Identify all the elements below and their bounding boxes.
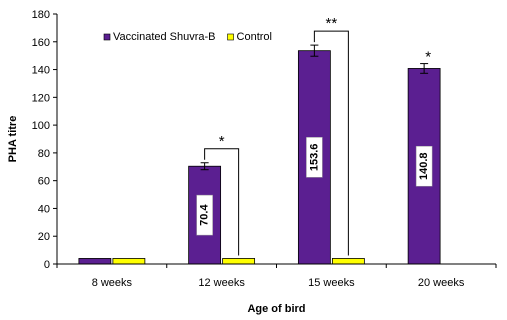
x-tick-label: 20 weeks bbox=[418, 277, 465, 289]
y-tick-label: 0 bbox=[44, 259, 50, 271]
data-label: 153.6 bbox=[308, 144, 320, 172]
y-axis-ticks: 0 20 40 60 80 100 120 140 160 180 bbox=[32, 9, 57, 271]
legend-swatch bbox=[103, 33, 111, 41]
legend-label: Vaccinated Shuvra-B bbox=[113, 31, 216, 43]
y-tick-label: 180 bbox=[32, 9, 50, 21]
y-tick-label: 140 bbox=[32, 65, 50, 77]
x-axis-title: Age of bird bbox=[247, 303, 305, 315]
value-labels: 70.4 153.6 140.8 bbox=[196, 137, 433, 236]
data-label-box bbox=[306, 137, 323, 178]
error-bars bbox=[200, 44, 429, 171]
y-tick-label: 100 bbox=[32, 120, 50, 132]
x-axis-ticks: 8 weeks 12 weeks 15 weeks 20 weeks bbox=[56, 264, 497, 289]
legend-label: Control bbox=[237, 31, 272, 43]
y-tick-label: 60 bbox=[38, 176, 50, 188]
bars bbox=[78, 50, 441, 265]
bar bbox=[112, 258, 146, 265]
significance-bracket bbox=[313, 30, 349, 256]
significance-markers: **** bbox=[204, 15, 431, 256]
significance-label: * bbox=[219, 133, 225, 150]
y-tick-label: 80 bbox=[38, 148, 50, 160]
bar bbox=[331, 258, 365, 265]
y-axis-title: PHA titre bbox=[7, 116, 19, 163]
y-tick-label: 160 bbox=[32, 37, 50, 49]
bar bbox=[78, 258, 112, 265]
legend: Vaccinated Shuvra-B Control bbox=[103, 31, 272, 43]
x-tick-label: 8 weeks bbox=[92, 277, 133, 289]
y-tick-label: 20 bbox=[38, 231, 50, 243]
data-label-box bbox=[196, 194, 213, 236]
significance-label: ** bbox=[326, 15, 338, 32]
significance-label: * bbox=[425, 49, 431, 66]
legend-swatch bbox=[227, 33, 234, 41]
y-tick-label: 40 bbox=[38, 203, 50, 215]
data-label: 70.4 bbox=[199, 204, 211, 226]
x-tick-label: 15 weeks bbox=[308, 277, 355, 289]
significance-bracket bbox=[204, 148, 240, 256]
bar bbox=[222, 258, 256, 265]
x-tick-label: 12 weeks bbox=[198, 277, 245, 289]
y-tick-label: 120 bbox=[32, 92, 50, 104]
data-label-box bbox=[415, 145, 433, 187]
data-label: 140.8 bbox=[418, 152, 430, 180]
